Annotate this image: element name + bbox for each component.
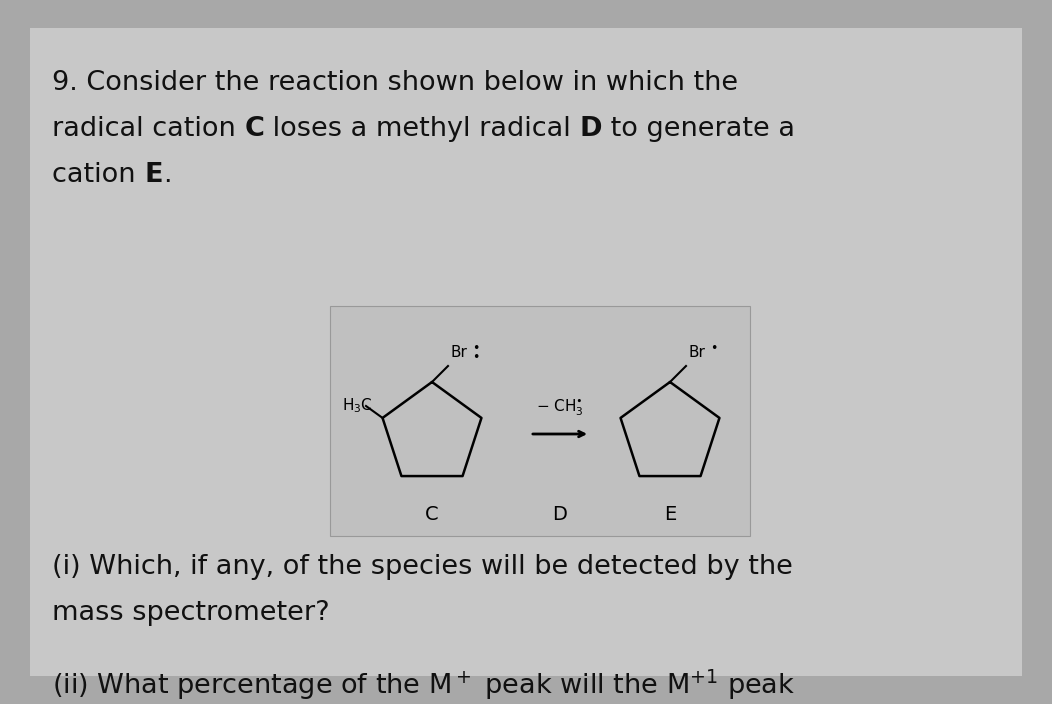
- Text: .: .: [163, 162, 171, 188]
- Text: 9. Consider the reaction shown below in which the: 9. Consider the reaction shown below in …: [52, 70, 739, 96]
- Text: D: D: [580, 116, 602, 142]
- Text: H$_3$C: H$_3$C: [342, 396, 372, 415]
- Text: Br: Br: [688, 345, 705, 360]
- Text: cation: cation: [52, 162, 144, 188]
- Text: (i) Which, if any, of the species will be detected by the: (i) Which, if any, of the species will b…: [52, 554, 793, 580]
- Text: •: •: [472, 342, 480, 355]
- Text: C: C: [244, 116, 264, 142]
- Text: C: C: [425, 505, 439, 524]
- Bar: [330, 306, 750, 536]
- Text: Br: Br: [450, 345, 467, 360]
- Text: •: •: [710, 342, 717, 355]
- Text: E: E: [664, 505, 676, 524]
- Text: to generate a: to generate a: [602, 116, 795, 142]
- Text: D: D: [552, 505, 567, 524]
- Text: E: E: [144, 162, 163, 188]
- Text: •: •: [472, 351, 480, 364]
- Text: radical cation: radical cation: [52, 116, 244, 142]
- Text: mass spectrometer?: mass spectrometer?: [52, 600, 329, 626]
- Text: $-$ CH$_3^{\bullet}$: $-$ CH$_3^{\bullet}$: [537, 398, 584, 418]
- Text: loses a methyl radical: loses a methyl radical: [264, 116, 580, 142]
- Text: (ii) What percentage of the M$^+$ peak will the M$^{+1}$ peak: (ii) What percentage of the M$^+$ peak w…: [52, 668, 795, 703]
